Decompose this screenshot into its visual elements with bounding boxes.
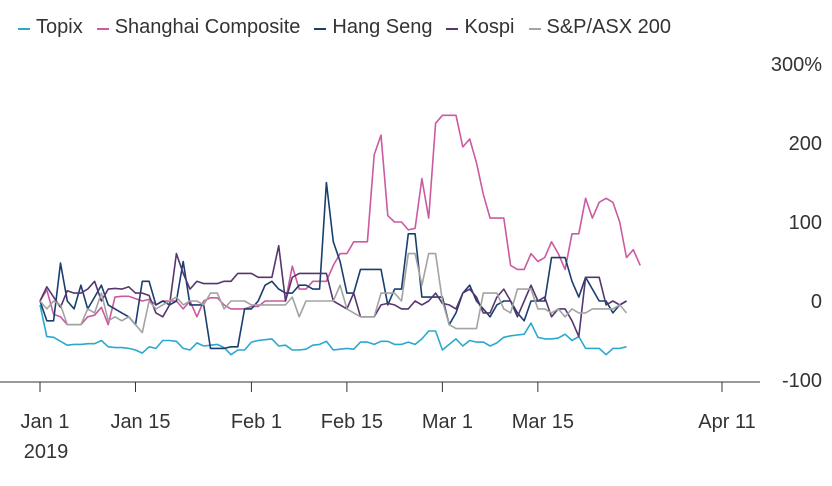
legend-item: Shanghai Composite [96,16,301,39]
chart-legend: Topix Shanghai Composite Hang Seng Kospi S&P… [18,16,685,39]
legend-item: Topix [18,16,83,39]
legend-item: S&P/ASX 200 [528,16,672,39]
x-tick-label: Feb 15 [321,411,383,433]
series-line-s-p-asx-200 [39,252,628,334]
legend-label: Hang Seng [332,16,433,38]
y-tick-label: 300% [771,54,822,76]
y-tick-label: 100 [789,212,822,234]
series-layer [39,114,641,356]
series-line-shanghai-composite [39,114,641,326]
x-tick-label: Mar 1 [422,411,473,433]
legend-label: Topix [36,16,83,38]
y-tick-label: 0 [811,291,822,313]
x-tick-label: Mar 15 [512,411,574,433]
legend-swatch [314,27,327,30]
legend-swatch [96,27,109,30]
legend-swatch [528,27,541,30]
series-line-topix [39,304,627,356]
legend-label: Kospi [464,16,515,38]
legend-label: Shanghai Composite [114,16,301,38]
legend-swatch [18,27,30,30]
x-tick-label: Jan 15 [110,411,170,433]
x-tick-label: Apr 11 [698,411,755,433]
x-tick-label: Jan 1 [21,411,70,433]
tick-label-layer: Jan 1 2019 Jan 15 Feb 1 Feb 15 Mar 1 Mar 15 Apr… [21,54,823,463]
x-tick-sublabel: 2019 [24,441,69,463]
series-line-kospi [39,244,627,338]
y-tick-label: -100 [782,370,822,392]
x-tick-label: Feb 1 [231,411,282,433]
legend-item: Kospi [446,16,515,39]
series-line-hang-seng [39,181,627,350]
legend-swatch [446,27,459,30]
axis-layer [0,381,760,392]
legend-item: Hang Seng [314,16,432,39]
legend-label: S&P/ASX 200 [546,16,672,38]
y-tick-label: 200 [789,133,822,155]
